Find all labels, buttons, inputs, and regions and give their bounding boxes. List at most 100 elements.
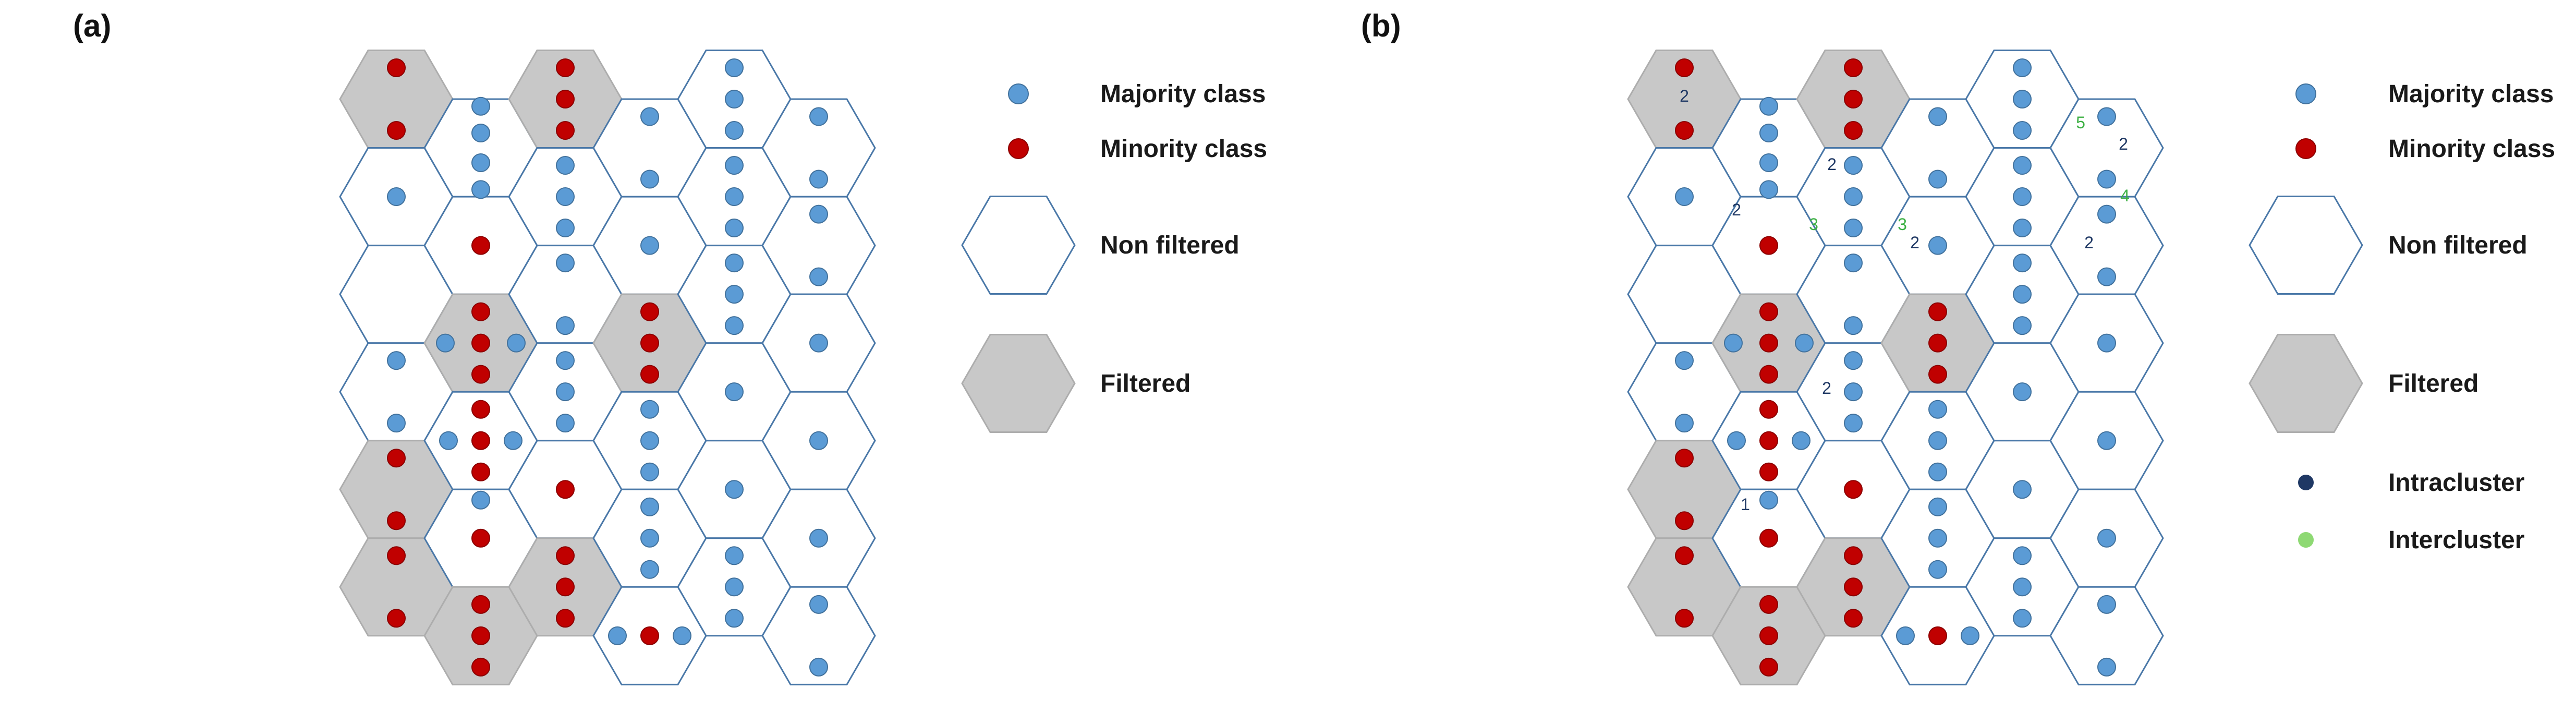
majority-point bbox=[1896, 626, 1915, 645]
majority-point bbox=[640, 236, 659, 255]
minority-point bbox=[1675, 609, 1694, 628]
majority-point bbox=[1844, 156, 1863, 175]
majority-point bbox=[556, 382, 575, 402]
majority-point bbox=[387, 414, 406, 433]
majority-point bbox=[556, 219, 575, 238]
majority-point bbox=[2097, 657, 2116, 677]
minority-point bbox=[1675, 449, 1694, 468]
majority-point bbox=[2013, 382, 2032, 402]
majority-point bbox=[725, 90, 744, 108]
minority-point bbox=[1759, 595, 1778, 614]
legend-nonfiltered-hex bbox=[961, 196, 1076, 295]
minority-point bbox=[640, 302, 659, 321]
intracluster-count: 2 bbox=[1680, 87, 1689, 105]
legend-nonfiltered-hex bbox=[2249, 196, 2363, 295]
intercluster-count: 3 bbox=[1809, 215, 1818, 234]
majority-point bbox=[2013, 58, 2032, 77]
majority-point bbox=[2097, 204, 2116, 224]
majority-point bbox=[1928, 462, 1947, 481]
majority-point bbox=[809, 267, 828, 286]
majority-point bbox=[1675, 351, 1694, 370]
minority-point bbox=[1759, 236, 1778, 255]
majority-point bbox=[1759, 180, 1778, 199]
legend-label-nonfiltered: Non filtered bbox=[1100, 232, 1240, 259]
legend-label-nonfiltered: Non filtered bbox=[2388, 232, 2528, 259]
majority-point bbox=[1928, 170, 1947, 189]
minority-point bbox=[471, 528, 490, 548]
minority-point bbox=[387, 121, 406, 140]
minority-point bbox=[1928, 333, 1947, 353]
minority-point bbox=[1844, 546, 1863, 565]
minority-point bbox=[1675, 58, 1694, 77]
majority-point bbox=[1759, 124, 1778, 143]
majority-point bbox=[2013, 546, 2032, 565]
majority-point bbox=[1844, 382, 1863, 402]
majority-point bbox=[640, 170, 659, 189]
minority-point bbox=[1844, 480, 1863, 499]
minority-point bbox=[1928, 365, 1947, 384]
majority-point bbox=[2013, 254, 2032, 273]
majority-point bbox=[1792, 431, 1811, 450]
intracluster-count: 2 bbox=[1910, 233, 1919, 252]
legend-label-inter: Intercluster bbox=[2388, 526, 2524, 554]
majority-point bbox=[809, 204, 828, 224]
minority-point bbox=[471, 431, 490, 450]
minority-point bbox=[640, 365, 659, 384]
majority-point bbox=[640, 497, 659, 516]
majority-point bbox=[2013, 609, 2032, 628]
majority-point bbox=[2013, 121, 2032, 140]
majority-point bbox=[2097, 333, 2116, 353]
majority-point bbox=[2013, 480, 2032, 499]
minority-point bbox=[1928, 626, 1947, 645]
legend-majority-marker bbox=[1008, 83, 1029, 104]
majority-point bbox=[640, 528, 659, 548]
minority-point bbox=[1844, 90, 1863, 108]
hex-grid-b bbox=[1627, 50, 2164, 685]
intercluster-count: 3 bbox=[1898, 215, 1907, 234]
minority-point bbox=[471, 595, 490, 614]
nonfiltered-hex bbox=[761, 586, 876, 685]
majority-point bbox=[556, 254, 575, 273]
minority-point bbox=[471, 657, 490, 677]
intercluster-count: 5 bbox=[2076, 113, 2085, 132]
minority-point bbox=[387, 58, 406, 77]
legend-minority-marker bbox=[2295, 138, 2316, 159]
majority-point bbox=[471, 153, 490, 173]
majority-point bbox=[809, 170, 828, 189]
majority-point bbox=[1675, 187, 1694, 207]
legend-b: Majority class Minority class Non filtered… bbox=[2249, 80, 2555, 554]
majority-point bbox=[2097, 431, 2116, 450]
minority-point bbox=[556, 546, 575, 565]
majority-point bbox=[725, 285, 744, 304]
majority-point bbox=[1724, 333, 1743, 353]
majority-point bbox=[471, 180, 490, 199]
majority-point bbox=[1727, 431, 1746, 450]
minority-point bbox=[387, 609, 406, 628]
intracluster-count: 2 bbox=[1827, 155, 1837, 174]
majority-point bbox=[471, 124, 490, 143]
majority-point bbox=[809, 528, 828, 548]
majority-point bbox=[556, 351, 575, 370]
majority-point bbox=[809, 333, 828, 353]
majority-point bbox=[640, 400, 659, 419]
minority-point bbox=[1759, 333, 1778, 353]
majority-point bbox=[725, 577, 744, 597]
legend-inter-marker bbox=[2298, 532, 2314, 548]
intercluster-count: 4 bbox=[2120, 186, 2130, 205]
majority-point bbox=[1928, 107, 1947, 126]
majority-point bbox=[1795, 333, 1814, 353]
majority-point bbox=[1928, 431, 1947, 450]
majority-point bbox=[387, 187, 406, 207]
majority-point bbox=[2097, 170, 2116, 189]
legend-label-minority: Minority class bbox=[1100, 135, 1267, 163]
minority-point bbox=[1759, 400, 1778, 419]
legend-label-filtered: Filtered bbox=[2388, 370, 2478, 397]
majority-point bbox=[2097, 267, 2116, 286]
majority-point bbox=[1844, 414, 1863, 433]
majority-point bbox=[1928, 236, 1947, 255]
majority-point bbox=[809, 595, 828, 614]
legend-intra-marker bbox=[2298, 475, 2314, 490]
majority-point bbox=[1844, 219, 1863, 238]
legend-filtered-hex bbox=[2249, 334, 2363, 433]
